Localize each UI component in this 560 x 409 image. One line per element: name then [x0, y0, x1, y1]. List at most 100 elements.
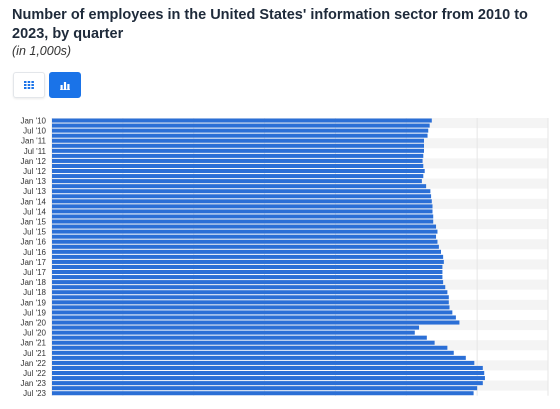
bar — [52, 376, 485, 381]
category-tick-label: Jul '19 — [23, 308, 46, 317]
category-tick-label: Jan '20 — [20, 319, 46, 328]
category-tick-label: Jan '12 — [20, 157, 46, 166]
category-tick-label: Jan '10 — [20, 117, 46, 126]
background-band — [52, 360, 548, 371]
bar — [52, 280, 444, 285]
category-tick-label: Jan '13 — [20, 177, 46, 186]
background-band — [52, 138, 548, 149]
category-tick-label: Jul '16 — [23, 248, 46, 257]
category-tick-label: Jan '18 — [20, 278, 46, 287]
bar — [52, 355, 466, 360]
chart-view-button[interactable] — [49, 72, 81, 98]
category-tick-label: Jul '12 — [23, 167, 46, 176]
background-band — [52, 158, 548, 169]
category-tick-label: Jul '14 — [23, 207, 46, 216]
bar — [52, 259, 444, 264]
bar — [52, 214, 434, 219]
background-band — [52, 239, 548, 250]
category-tick-label: Jul '21 — [23, 349, 46, 358]
bar — [52, 204, 433, 209]
bar — [52, 158, 423, 163]
bar — [52, 270, 443, 275]
background-band — [52, 380, 548, 391]
category-tick-label: Jan '15 — [20, 218, 46, 227]
bar — [52, 209, 433, 214]
table-view-button[interactable] — [13, 72, 45, 98]
category-tick-label: Jul '13 — [23, 187, 46, 196]
category-tick-label: Jan '19 — [20, 298, 46, 307]
background-band — [52, 219, 548, 230]
background-band — [52, 178, 548, 189]
bar — [52, 184, 427, 189]
bar — [52, 350, 454, 355]
category-tick-label: Jan '14 — [20, 197, 46, 206]
category-tick-label: Jul '23 — [23, 389, 46, 398]
category-tick-label: Jan '23 — [20, 379, 46, 388]
bar — [52, 153, 424, 158]
bar — [52, 285, 446, 290]
category-tick-label: Jul '10 — [23, 127, 46, 136]
bar — [52, 391, 474, 396]
category-tick-label: Jul '15 — [23, 228, 46, 237]
bar — [52, 194, 432, 199]
bar — [52, 174, 424, 179]
category-tick-label: Jul '11 — [24, 147, 47, 156]
category-tick-label: Jul '17 — [23, 268, 46, 277]
bar — [52, 310, 453, 315]
chart-title: Number of employees in the United States… — [12, 7, 528, 42]
bar — [52, 179, 422, 184]
category-tick-label: Jan '11 — [21, 137, 47, 146]
bar — [52, 335, 427, 340]
bar — [52, 138, 424, 143]
bar — [52, 290, 448, 295]
bar — [52, 224, 437, 229]
bar — [52, 148, 424, 153]
bar — [52, 305, 450, 310]
bar — [52, 143, 424, 148]
bar — [52, 365, 483, 370]
background-band — [52, 118, 548, 129]
bar — [52, 118, 432, 123]
category-tick-label: Jul '22 — [23, 369, 46, 378]
bar — [52, 239, 438, 244]
bar — [52, 300, 449, 305]
background-band — [52, 299, 548, 310]
bar — [52, 123, 430, 128]
background-band — [52, 198, 548, 209]
bar — [52, 325, 420, 330]
bar — [52, 381, 483, 386]
bar — [52, 345, 448, 350]
bar — [52, 234, 437, 239]
bar — [52, 295, 449, 300]
bar — [52, 199, 432, 204]
category-tick-label: Jan '16 — [20, 238, 46, 247]
bar — [52, 254, 444, 259]
category-tick-label: Jan '21 — [20, 339, 46, 348]
bar — [52, 264, 443, 269]
bar — [52, 219, 434, 224]
bar — [52, 249, 442, 254]
bar — [52, 275, 443, 280]
bar — [52, 340, 435, 345]
category-tick-label: Jan '22 — [20, 359, 46, 368]
category-tick-label: Jul '18 — [23, 288, 46, 297]
bar — [52, 229, 438, 234]
background-band — [52, 259, 548, 270]
bar — [52, 244, 439, 249]
bar — [52, 330, 415, 335]
bar — [52, 360, 475, 365]
background-band — [52, 279, 548, 290]
bar — [52, 128, 429, 133]
bar-chart-icon — [60, 81, 70, 90]
bar — [52, 320, 460, 325]
bar — [52, 371, 485, 376]
background-band — [52, 340, 548, 351]
category-tick-label: Jul '20 — [23, 329, 46, 338]
bar — [52, 163, 424, 168]
category-tick-label: Jan '17 — [20, 258, 46, 267]
bar — [52, 315, 456, 320]
bar — [52, 189, 431, 194]
table-grid-icon — [24, 81, 34, 89]
bar — [52, 169, 425, 174]
